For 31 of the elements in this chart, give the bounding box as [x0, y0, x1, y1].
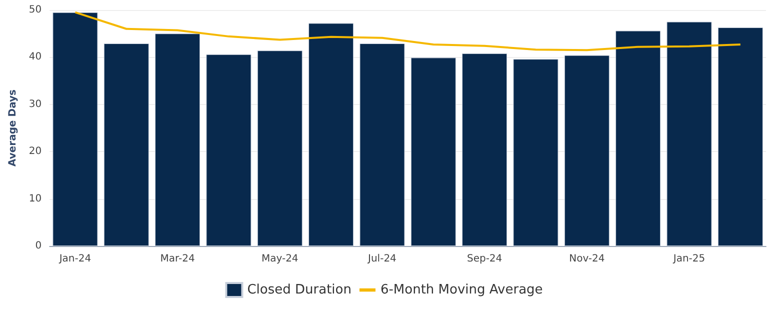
bar	[462, 53, 508, 246]
bar	[360, 44, 405, 246]
legend-label: 6-Month Moving Average	[380, 282, 543, 298]
y-tick-label: 10	[28, 193, 42, 204]
y-tick-label: 50	[28, 4, 42, 16]
bar	[410, 58, 456, 246]
x-tick-label: Sep-24	[466, 254, 502, 264]
bar	[155, 34, 200, 246]
bar	[718, 27, 763, 246]
bar	[513, 59, 558, 246]
x-tick-label: May-24	[261, 254, 298, 264]
x-tick-label: Nov-24	[569, 254, 605, 264]
bar	[308, 23, 354, 246]
bar	[564, 55, 610, 246]
bar	[666, 22, 712, 246]
x-tick-label: Jul-24	[367, 254, 396, 264]
bar	[52, 12, 98, 246]
x-tick-label: Jan-24	[58, 254, 92, 264]
y-axis-title: Average Days	[8, 89, 18, 166]
bar	[257, 50, 302, 246]
bar	[206, 54, 252, 246]
y-tick-label: 40	[28, 52, 42, 63]
y-tick-label: 20	[28, 146, 42, 158]
legend-label: Closed Duration	[247, 282, 352, 298]
x-tick-label: Jan-25	[672, 254, 706, 264]
bar	[104, 44, 149, 246]
y-tick-label: 0	[35, 240, 42, 252]
x-tick-label: Mar-24	[160, 254, 195, 264]
y-tick-label: 30	[28, 98, 42, 110]
bar	[616, 30, 661, 246]
line-series	[74, 11, 742, 52]
